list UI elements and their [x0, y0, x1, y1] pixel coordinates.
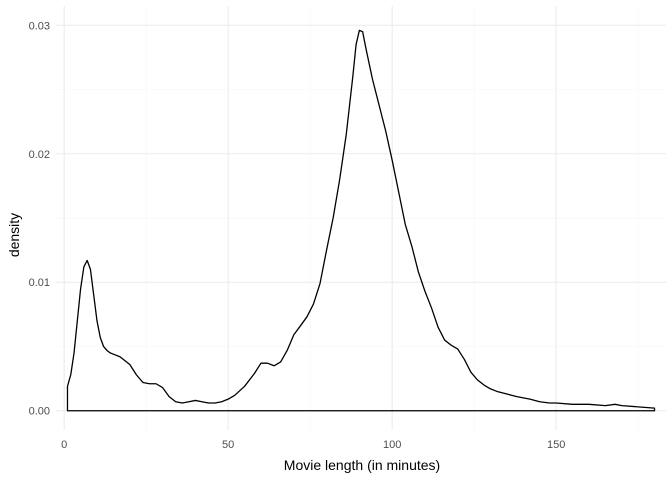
x-tick-label: 150 — [547, 439, 565, 451]
y-tick-label: 0.00 — [29, 406, 50, 418]
x-tick-label: 100 — [383, 439, 401, 451]
y-axis-title: density — [6, 213, 22, 257]
major-gridlines-x — [63, 6, 557, 430]
x-tick-label: 0 — [61, 439, 67, 451]
y-tick-label: 0.01 — [29, 277, 50, 289]
y-tick-label: 0.03 — [29, 20, 50, 32]
density-curve — [66, 29, 656, 412]
x-tick-label: 50 — [222, 439, 234, 451]
minor-gridlines-y — [56, 89, 666, 347]
y-tick-label: 0.02 — [29, 149, 50, 161]
x-axis-title: Movie length (in minutes) — [284, 457, 440, 473]
